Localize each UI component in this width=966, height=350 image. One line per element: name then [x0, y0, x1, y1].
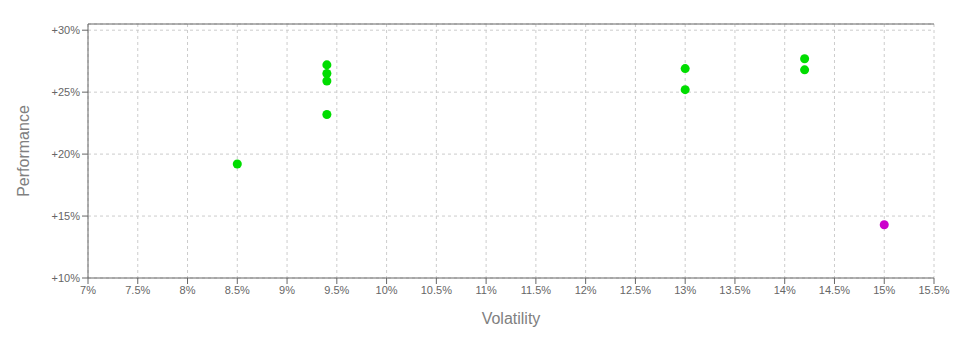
svg-text:+30%: +30%: [52, 24, 81, 36]
svg-text:11%: 11%: [476, 284, 497, 296]
svg-text:8%: 8%: [180, 284, 196, 296]
svg-text:10%: 10%: [376, 284, 398, 296]
svg-text:14.5%: 14.5%: [819, 284, 850, 296]
svg-text:8.5%: 8.5%: [225, 284, 250, 296]
svg-text:+10%: +10%: [52, 272, 81, 284]
svg-text:10.5%: 10.5%: [421, 284, 452, 296]
svg-text:9.5%: 9.5%: [324, 284, 349, 296]
svg-text:9%: 9%: [279, 284, 295, 296]
svg-text:15%: 15%: [873, 284, 895, 296]
svg-text:+25%: +25%: [52, 86, 81, 98]
svg-text:7%: 7%: [80, 284, 96, 296]
svg-text:Performance: Performance: [15, 105, 32, 197]
svg-text:12.5%: 12.5%: [620, 284, 651, 296]
svg-text:11.5%: 11.5%: [521, 284, 552, 296]
svg-text:13.5%: 13.5%: [719, 284, 750, 296]
svg-text:+15%: +15%: [52, 210, 81, 222]
svg-text:Volatility: Volatility: [482, 310, 541, 327]
svg-text:13%: 13%: [674, 284, 696, 296]
svg-text:7.5%: 7.5%: [125, 284, 150, 296]
svg-text:+20%: +20%: [52, 148, 81, 160]
svg-text:15.5%: 15.5%: [918, 284, 949, 296]
svg-text:14%: 14%: [774, 284, 796, 296]
svg-text:12%: 12%: [575, 284, 597, 296]
